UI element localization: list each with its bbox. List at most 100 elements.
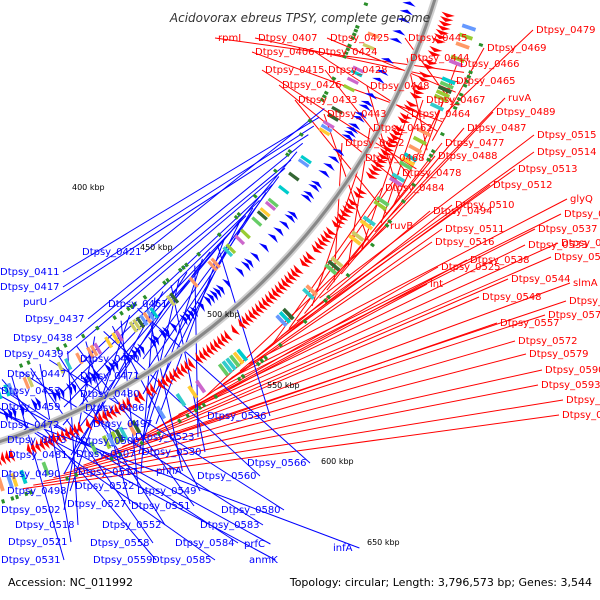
gc-tick [142,294,148,300]
forward-gene-arrow [440,15,454,22]
gc-tick [14,494,20,500]
gene-label-forward: Dtpsy_0512 [493,180,553,191]
reverse-gene-arrow [287,210,298,220]
forward-gene-arrow [290,267,301,278]
forward-gene-arrow [268,290,278,301]
gc-tick [259,358,265,364]
gene-label-reverse: Dtpsy_0461 [108,299,168,310]
feature-block [114,428,125,443]
feature-block [448,58,464,68]
reverse-gene-arrow [358,104,371,112]
gc-tick [273,168,279,174]
forward-gene-arrow [370,163,383,172]
reverse-gene-arrow [89,371,96,384]
feature-block [75,352,84,365]
forward-gene-arrow [110,405,118,418]
gc-tick [80,333,86,339]
reverse-gene-arrow [30,398,37,412]
gene-label-reverse: Dtpsy_0481 [8,450,68,461]
reverse-gene-arrow [186,309,195,321]
gene-label-forward: Dtpsy_0484 [385,183,445,194]
feature-block [210,257,221,269]
feature-block [429,102,445,112]
leader-line-forward [311,157,363,307]
forward-gene-arrow [305,251,317,261]
gc-tick [285,152,291,158]
forward-gene-arrow [216,335,226,347]
feature-block [282,307,295,321]
gene-label-reverse: Dtpsy_0549 [137,486,197,497]
gene-label-reverse: Dtpsy_0500 [80,436,140,447]
leader-line-forward [112,296,480,452]
reverse-gene-arrow [392,30,406,36]
gene-label-reverse: Dtpsy_0558 [90,538,150,549]
forward-gene-arrow [248,309,258,320]
gc-tick [65,476,70,481]
feature-block [439,80,454,90]
feature-block [118,426,129,441]
forward-gene-arrow [314,240,326,250]
feature-block [288,171,300,182]
reverse-gene-arrow [34,396,41,410]
gene-labels: rpmI Dtpsy_0407 Dtpsy_0425 Dtpsy_0445 Dtpsy_… [0,25,600,566]
feature-block [256,210,268,221]
feature-block [437,84,453,95]
reverse-gene-arrow [273,227,284,237]
gc-tick [458,92,464,97]
feature-tracks [0,1,484,504]
gene-label-forward: Dtpsy_0553 [554,252,600,263]
reverse-gene-arrow [234,267,245,278]
forward-gene-arrow [274,284,285,295]
gc-tick [369,242,375,248]
reverse-gene-arrow [10,406,17,420]
gc-tick [307,118,313,124]
gene-label-forward: Dtpsy_0466 [460,59,520,70]
leader-line-forward [431,47,485,141]
forward-gene-arrow [0,459,3,467]
gc-tick [354,24,360,30]
gc-tick [351,32,357,37]
feature-block [327,259,341,272]
gene-label-forward: Dtpsy_0513 [518,164,578,175]
forward-gene-arrow [60,428,68,442]
forward-gene-arrow [180,362,189,375]
forward-gene-arrow [432,37,446,44]
forward-gene-arrow [437,24,451,31]
leader-line-forward [169,259,468,421]
gc-tick [454,101,460,106]
feature-block [435,89,451,99]
leader-line-reverse [0,395,271,545]
leader-line-forward [326,37,456,93]
gene-label-forward: Dtpsy_0516 [435,237,495,248]
forward-gene-arrow [384,140,397,148]
gene-label-reverse: Dtpsy_0531 [1,555,61,566]
gene-label-forward: Dtpsy_0611 [562,410,600,421]
feature-block [362,215,376,227]
gc-tick [1,498,6,504]
gene-label-forward: slmA [573,278,598,289]
gc-tick [213,394,219,400]
forward-gene-arrow [30,440,38,454]
backbone-arc [0,0,437,443]
feature-block [346,76,359,85]
reverse-gene-arrow [278,220,290,230]
gene-label-forward: Dtpsy_0448 [370,81,430,92]
leader-line-forward [150,266,439,432]
leader-line-forward [63,353,527,475]
forward-gene-arrow [413,83,427,91]
feature-block [450,54,465,64]
feature-block [86,346,95,359]
forward-gene-arrow [150,382,158,395]
reverse-gene-arrow [215,284,225,296]
reverse-gene-arrow [58,386,65,400]
gc-tick [252,193,258,199]
reverse-gene-arrow [85,373,92,386]
gene-label-forward: ruvA [508,93,531,104]
feature-block [10,472,19,488]
reverse-gene-arrow [202,295,212,307]
leader-line-forward [304,155,436,314]
feature-block [132,318,142,331]
gene-label-reverse: Dtpsy_0471 [80,371,140,382]
reverse-gene-arrow [348,123,361,131]
forward-gene-arrow [102,409,110,422]
